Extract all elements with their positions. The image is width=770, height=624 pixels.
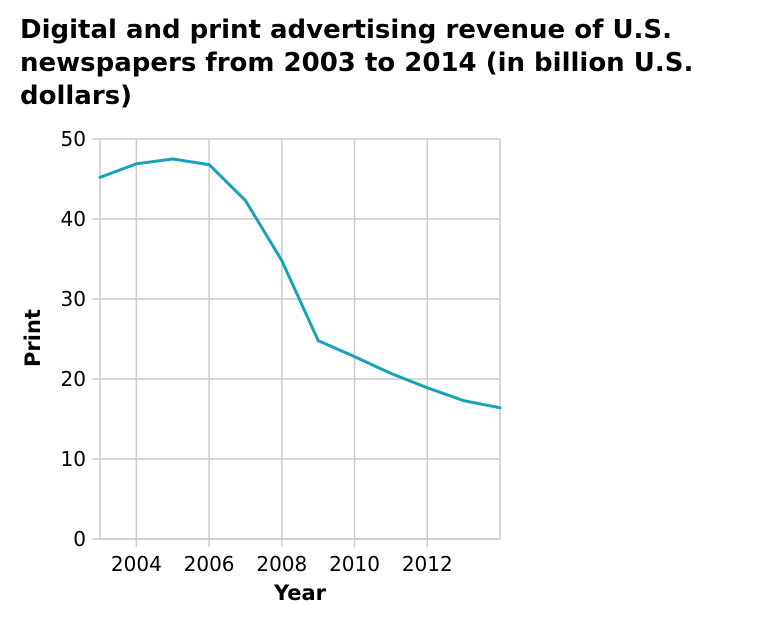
x-axis-ticks: 2004 2006 2008 2010 2012: [111, 539, 453, 576]
x-tick-label: 2012: [402, 552, 453, 576]
data-point: [353, 355, 356, 358]
y-tick-label: 10: [61, 447, 86, 471]
data-point: [389, 372, 392, 375]
x-axis-label: Year: [273, 581, 327, 605]
series-line: [98, 157, 502, 410]
chart-title: Digital and print advertising revenue of…: [20, 15, 694, 111]
gridlines: [99, 138, 501, 540]
data-point: [135, 162, 138, 165]
x-tick-label: 2008: [256, 552, 307, 576]
data-point: [499, 406, 502, 409]
y-tick-label: 0: [73, 527, 86, 551]
x-tick-label: 2004: [111, 552, 162, 576]
data-point: [244, 199, 247, 202]
y-tick-label: 50: [61, 127, 86, 151]
x-tick-label: 2010: [329, 552, 380, 576]
data-point: [317, 339, 320, 342]
y-tick-label: 20: [61, 367, 86, 391]
data-point: [208, 163, 211, 166]
y-tick-label: 40: [61, 207, 86, 231]
data-point: [280, 259, 283, 262]
x-tick-label: 2006: [184, 552, 235, 576]
y-axis-ticks: 0 10 20 30 40 50: [61, 127, 100, 551]
series-group: [98, 157, 502, 410]
data-point: [426, 386, 429, 389]
data-point: [99, 176, 102, 179]
y-axis-label: Print: [21, 309, 45, 367]
y-tick-label: 30: [61, 287, 86, 311]
data-point: [462, 399, 465, 402]
data-point: [171, 158, 174, 161]
